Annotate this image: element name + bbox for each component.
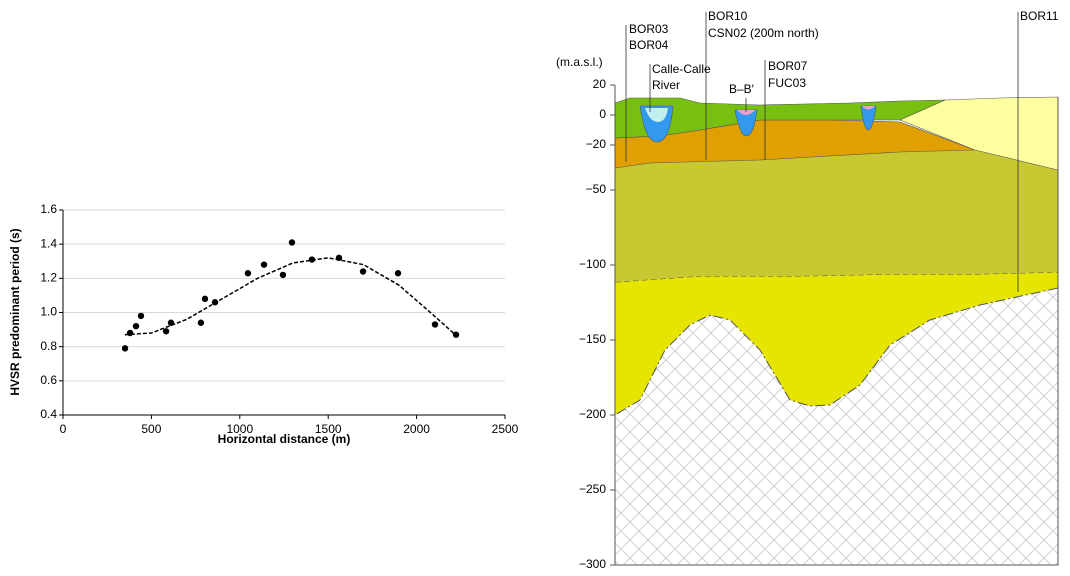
y-tick-label: −300 — [579, 557, 606, 571]
point — [132, 322, 140, 330]
point — [197, 319, 205, 326]
point — [211, 299, 219, 306]
section-label: FUC03 — [768, 76, 806, 90]
y-tick-label: −200 — [579, 407, 606, 421]
section-label: BOR04 — [629, 38, 669, 52]
cross-section — [614, 12, 1059, 566]
point — [359, 268, 367, 275]
section-label: Calle-Calle — [652, 62, 711, 76]
point — [260, 261, 268, 268]
point — [201, 295, 209, 303]
x-tick-label: 0 — [60, 422, 67, 436]
point — [431, 321, 439, 328]
river — [645, 108, 668, 122]
gravel-layer — [615, 272, 1058, 415]
y-axis-title: (m.a.s.l.) — [556, 55, 603, 69]
channel — [734, 109, 758, 137]
section-label: River — [652, 78, 680, 92]
y-tick-label: −50 — [586, 182, 607, 196]
point — [335, 254, 343, 262]
x-tick-label: 500 — [141, 422, 161, 436]
section-label: BOR03 — [629, 22, 669, 36]
point — [308, 256, 316, 263]
channel — [860, 105, 877, 131]
section-label: CSN02 (200m north) — [708, 26, 819, 40]
point — [126, 329, 134, 337]
y-tick-label: 0 — [599, 107, 606, 121]
channel-fill — [862, 106, 875, 110]
bedrock-boundary — [614, 287, 1059, 416]
y-tick-label: 0.8 — [40, 339, 57, 353]
channel-fill — [737, 110, 755, 115]
y-axis-title: HVSR predominant period (s) — [8, 228, 22, 395]
y-tick-label: −150 — [579, 332, 606, 346]
y-tick-label: −250 — [579, 482, 606, 496]
section-label: BOR11 — [1020, 9, 1059, 23]
point — [121, 345, 129, 352]
section-label: B–B′ — [729, 82, 755, 96]
x-tick-label: 2500 — [492, 422, 519, 436]
point — [288, 239, 296, 246]
point — [137, 312, 145, 320]
y-tick-label: 0.4 — [40, 407, 57, 421]
y-tick-label: 1.4 — [40, 236, 57, 250]
x-tick-label: 2000 — [403, 422, 430, 436]
point — [394, 270, 402, 277]
section-label: BOR10 — [708, 9, 748, 23]
x-axis-title: Horizontal distance (m) — [218, 432, 351, 446]
y-tick-label: 0.6 — [40, 373, 57, 387]
y-tick-label: 20 — [593, 77, 607, 91]
trend-line — [124, 257, 458, 337]
y-tick-label: −20 — [586, 137, 607, 151]
y-tick-label: 1.2 — [40, 271, 57, 285]
y-tick-label: 1.6 — [40, 202, 57, 216]
x-tick-label: 1000 — [226, 422, 253, 436]
point — [452, 331, 460, 338]
olive-layer — [615, 150, 1058, 282]
y-tick-label: −100 — [579, 257, 606, 271]
point — [162, 328, 170, 335]
y-tick-label: 1.0 — [40, 305, 57, 319]
section-label: BOR07 — [768, 59, 808, 73]
x-tick-label: 1500 — [315, 422, 342, 436]
point — [167, 319, 175, 326]
point — [279, 271, 287, 279]
point — [244, 270, 252, 277]
